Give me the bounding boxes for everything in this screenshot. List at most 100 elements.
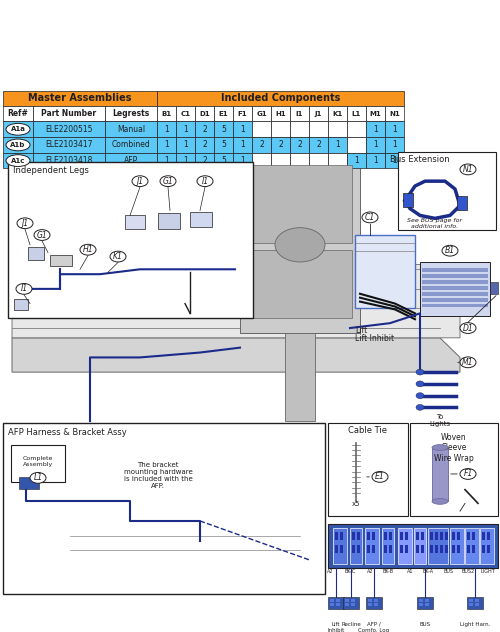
- Text: BUS: BUS: [443, 569, 453, 574]
- FancyBboxPatch shape: [336, 599, 340, 602]
- FancyBboxPatch shape: [385, 121, 404, 137]
- FancyBboxPatch shape: [480, 528, 494, 564]
- Text: J1: J1: [22, 219, 29, 228]
- FancyBboxPatch shape: [105, 106, 157, 121]
- FancyBboxPatch shape: [333, 528, 347, 564]
- FancyBboxPatch shape: [240, 157, 360, 333]
- FancyBboxPatch shape: [422, 274, 488, 278]
- Text: 5: 5: [221, 125, 226, 134]
- Text: 2: 2: [316, 140, 321, 149]
- FancyBboxPatch shape: [340, 545, 343, 553]
- FancyBboxPatch shape: [482, 532, 485, 540]
- FancyBboxPatch shape: [352, 532, 355, 540]
- FancyBboxPatch shape: [366, 121, 385, 137]
- Text: BUS2: BUS2: [462, 569, 474, 574]
- Text: Lift Inhibit: Lift Inhibit: [355, 334, 394, 343]
- Text: 1: 1: [392, 125, 397, 134]
- FancyBboxPatch shape: [417, 597, 433, 609]
- Ellipse shape: [110, 251, 126, 262]
- FancyBboxPatch shape: [233, 137, 252, 153]
- FancyBboxPatch shape: [347, 106, 366, 121]
- FancyBboxPatch shape: [8, 162, 253, 319]
- Text: Woven
Sleeve
Wire Wrap: Woven Sleeve Wire Wrap: [434, 433, 474, 463]
- Text: 1: 1: [183, 156, 188, 165]
- Ellipse shape: [432, 444, 448, 451]
- FancyBboxPatch shape: [416, 545, 419, 553]
- Text: A1b: A1b: [10, 142, 26, 148]
- FancyBboxPatch shape: [3, 106, 33, 121]
- FancyBboxPatch shape: [195, 121, 214, 137]
- FancyBboxPatch shape: [345, 599, 349, 602]
- FancyBboxPatch shape: [335, 532, 338, 540]
- Text: 2: 2: [202, 140, 207, 149]
- FancyBboxPatch shape: [347, 121, 366, 137]
- Text: G1: G1: [162, 177, 173, 186]
- Ellipse shape: [460, 468, 476, 479]
- FancyBboxPatch shape: [372, 532, 375, 540]
- FancyBboxPatch shape: [366, 597, 382, 609]
- Text: E1: E1: [375, 472, 385, 482]
- Text: E1: E1: [218, 111, 228, 116]
- Text: 1: 1: [164, 140, 169, 149]
- Text: BK-C: BK-C: [344, 569, 356, 574]
- FancyBboxPatch shape: [105, 153, 157, 169]
- Text: Lift: Lift: [355, 326, 367, 335]
- FancyBboxPatch shape: [340, 532, 343, 540]
- FancyBboxPatch shape: [467, 597, 483, 609]
- Ellipse shape: [16, 284, 32, 295]
- FancyBboxPatch shape: [469, 603, 473, 606]
- FancyBboxPatch shape: [336, 603, 340, 606]
- FancyBboxPatch shape: [330, 603, 334, 606]
- Text: Combined: Combined: [112, 140, 150, 149]
- Text: B1: B1: [445, 246, 455, 255]
- FancyBboxPatch shape: [28, 246, 44, 260]
- Text: Master Assemblies: Master Assemblies: [28, 94, 132, 104]
- FancyBboxPatch shape: [422, 303, 488, 308]
- Text: D1: D1: [199, 111, 210, 116]
- Text: 5: 5: [221, 156, 226, 165]
- FancyBboxPatch shape: [357, 545, 360, 553]
- FancyBboxPatch shape: [33, 121, 105, 137]
- Text: 1: 1: [335, 140, 340, 149]
- Polygon shape: [60, 516, 310, 575]
- Text: 1: 1: [164, 125, 169, 134]
- FancyBboxPatch shape: [487, 532, 490, 540]
- FancyBboxPatch shape: [382, 528, 394, 564]
- Text: A1: A1: [407, 569, 413, 574]
- FancyBboxPatch shape: [475, 599, 479, 602]
- FancyBboxPatch shape: [430, 545, 433, 553]
- Ellipse shape: [6, 139, 30, 151]
- FancyBboxPatch shape: [233, 153, 252, 169]
- Ellipse shape: [442, 245, 458, 256]
- FancyBboxPatch shape: [410, 423, 498, 516]
- FancyBboxPatch shape: [440, 545, 443, 553]
- Text: Recline: Recline: [341, 622, 361, 627]
- FancyBboxPatch shape: [345, 603, 349, 606]
- FancyBboxPatch shape: [343, 597, 359, 609]
- FancyBboxPatch shape: [384, 532, 387, 540]
- FancyBboxPatch shape: [190, 212, 212, 227]
- FancyBboxPatch shape: [465, 528, 479, 564]
- Text: x5: x5: [352, 501, 360, 507]
- Ellipse shape: [416, 404, 424, 410]
- Text: Part Number: Part Number: [42, 109, 96, 118]
- Text: AFP /
Comfo. Log: AFP / Comfo. Log: [358, 622, 390, 632]
- Text: M1: M1: [462, 358, 474, 367]
- Ellipse shape: [6, 123, 30, 135]
- FancyBboxPatch shape: [271, 153, 290, 169]
- Text: Cable Tie: Cable Tie: [348, 426, 388, 435]
- Text: 1: 1: [183, 140, 188, 149]
- FancyBboxPatch shape: [482, 545, 485, 553]
- FancyBboxPatch shape: [176, 137, 195, 153]
- FancyBboxPatch shape: [385, 106, 404, 121]
- Text: I1: I1: [202, 177, 208, 186]
- FancyBboxPatch shape: [214, 106, 233, 121]
- Text: AFP Harness & Bracket Assy: AFP Harness & Bracket Assy: [8, 428, 127, 437]
- FancyBboxPatch shape: [195, 153, 214, 169]
- FancyBboxPatch shape: [398, 152, 496, 230]
- Text: BK-A: BK-A: [422, 569, 434, 574]
- FancyBboxPatch shape: [290, 121, 309, 137]
- Ellipse shape: [132, 176, 148, 186]
- FancyBboxPatch shape: [252, 106, 271, 121]
- FancyBboxPatch shape: [3, 121, 33, 137]
